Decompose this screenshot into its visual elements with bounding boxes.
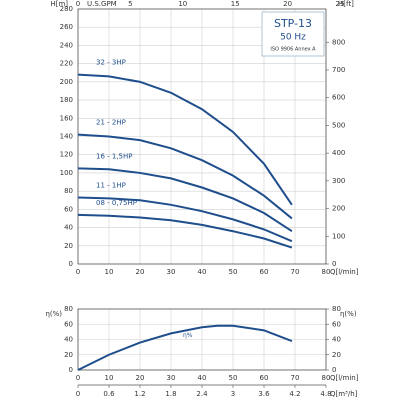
x-tick-label: 30 (167, 268, 176, 276)
y2-tick-label: 700 (332, 66, 345, 74)
x-tick-label: 10 (105, 374, 114, 382)
curve-label: 08 - 0,75HP (96, 199, 137, 207)
curve-label: η% (183, 332, 193, 339)
x2-tick-label: 20 (283, 0, 292, 8)
y-tick-label: 100 (60, 169, 73, 177)
y-axis-title: H[m] (50, 0, 68, 8)
x-tick-label: 70 (291, 374, 300, 382)
y-tick-label: 0 (69, 366, 73, 374)
subtitle: 50 Hz (280, 33, 306, 43)
y2-tick-label: 0 (332, 260, 336, 268)
x2-tick-label: 4.2 (289, 390, 300, 398)
y-tick-label: 260 (60, 23, 73, 31)
x-tick-label: 10 (105, 268, 114, 276)
annotation: ISO 9906 Annex A (270, 47, 316, 53)
y2-tick-label: 400 (332, 149, 345, 157)
x2-tick-label: 1.2 (134, 390, 145, 398)
x-tick-label: 40 (198, 268, 207, 276)
curve-label: 32 - 3HP (96, 59, 126, 67)
x2-axis-title: U.S.GPM (87, 0, 117, 8)
y-tick-label: 280 (60, 5, 73, 13)
x2-tick-label: 25 (336, 0, 345, 8)
y2-tick-label: 100 (332, 232, 345, 240)
y2-tick-label: 300 (332, 177, 345, 185)
x-tick-label: 60 (260, 268, 269, 276)
x-tick-label: 30 (167, 374, 176, 382)
y2-tick-label: 80 (332, 305, 341, 313)
plot-frame (77, 8, 327, 265)
curve (77, 324, 293, 371)
y2-tick-label: 500 (332, 121, 345, 129)
y-tick-label: 40 (64, 224, 73, 232)
x-tick-label: 80 (322, 374, 331, 382)
x-tick-label: 20 (136, 268, 145, 276)
curve (77, 133, 293, 220)
y-tick-label: 200 (60, 78, 73, 86)
curve (77, 167, 293, 233)
x-tick-label: 0 (76, 268, 80, 276)
y-tick-label: 20 (64, 351, 73, 359)
y2-tick-label: 20 (332, 351, 341, 359)
x2-tick-label: 0 (76, 390, 80, 398)
x2-tick-label: 15 (231, 0, 240, 8)
y2-tick-label: 40 (332, 336, 341, 344)
curve (77, 196, 293, 243)
curve (77, 73, 293, 206)
y-tick-label: 220 (60, 60, 73, 68)
x2-tick-label: 2.4 (196, 390, 208, 398)
y-tick-label: 20 (64, 242, 73, 250)
y2-tick-label: 200 (332, 205, 345, 213)
y-tick-label: 140 (60, 133, 73, 141)
y-tick-label: 120 (60, 151, 73, 159)
x2-tick-label: 1.8 (165, 390, 176, 398)
x2-tick-label: 4.8 (320, 390, 331, 398)
y-tick-label: 60 (64, 205, 73, 213)
x-tick-label: 80 (322, 268, 331, 276)
y2-tick-label: 600 (332, 94, 345, 102)
curve-label: 16 - 1,5HP (96, 152, 133, 160)
x-tick-label: 60 (260, 374, 269, 382)
y-tick-label: 160 (60, 114, 73, 122)
y-tick-label: 180 (60, 96, 73, 104)
y-tick-label: 80 (64, 305, 73, 313)
curve (77, 213, 293, 249)
y-tick-label: 0 (69, 260, 73, 268)
x2-tick-label: 3 (231, 390, 235, 398)
y2-tick-label: 0 (332, 366, 336, 374)
x2-tick-label: 5 (128, 0, 132, 8)
chart-title: STP-13 (274, 17, 312, 30)
x2-tick-label: 3.6 (258, 390, 270, 398)
x2-tick-label: 0 (76, 0, 80, 8)
y-tick-label: 40 (64, 336, 73, 344)
y2-axis-title: η(%) (340, 310, 357, 318)
x2-tick-label: 0.6 (103, 390, 115, 398)
x2-axis-title: Q[m³/h] (330, 390, 358, 398)
x-tick-label: 40 (198, 374, 207, 382)
y-tick-label: 60 (64, 320, 73, 328)
x-tick-label: 50 (229, 374, 238, 382)
y-tick-label: 240 (60, 41, 73, 49)
y-axis-title: η(%) (45, 310, 62, 318)
curve-label: 11 - 1HP (96, 182, 126, 190)
x-tick-label: 20 (136, 374, 145, 382)
x-tick-label: 70 (291, 268, 300, 276)
plot-frame (77, 308, 327, 371)
x2-tick-label: 10 (178, 0, 187, 8)
x-axis-title: Q[l/min] (330, 268, 359, 276)
y-tick-label: 80 (64, 187, 73, 195)
y2-tick-label: 800 (332, 38, 345, 46)
x-tick-label: 0 (76, 374, 80, 382)
curve-label: 21 - 2HP (96, 119, 126, 127)
x-tick-label: 50 (229, 268, 238, 276)
y2-tick-label: 60 (332, 320, 341, 328)
x-axis-title: Q[l/min] (330, 374, 359, 382)
info-box (261, 11, 325, 57)
y2-axis-title: H[ft] (338, 0, 354, 8)
